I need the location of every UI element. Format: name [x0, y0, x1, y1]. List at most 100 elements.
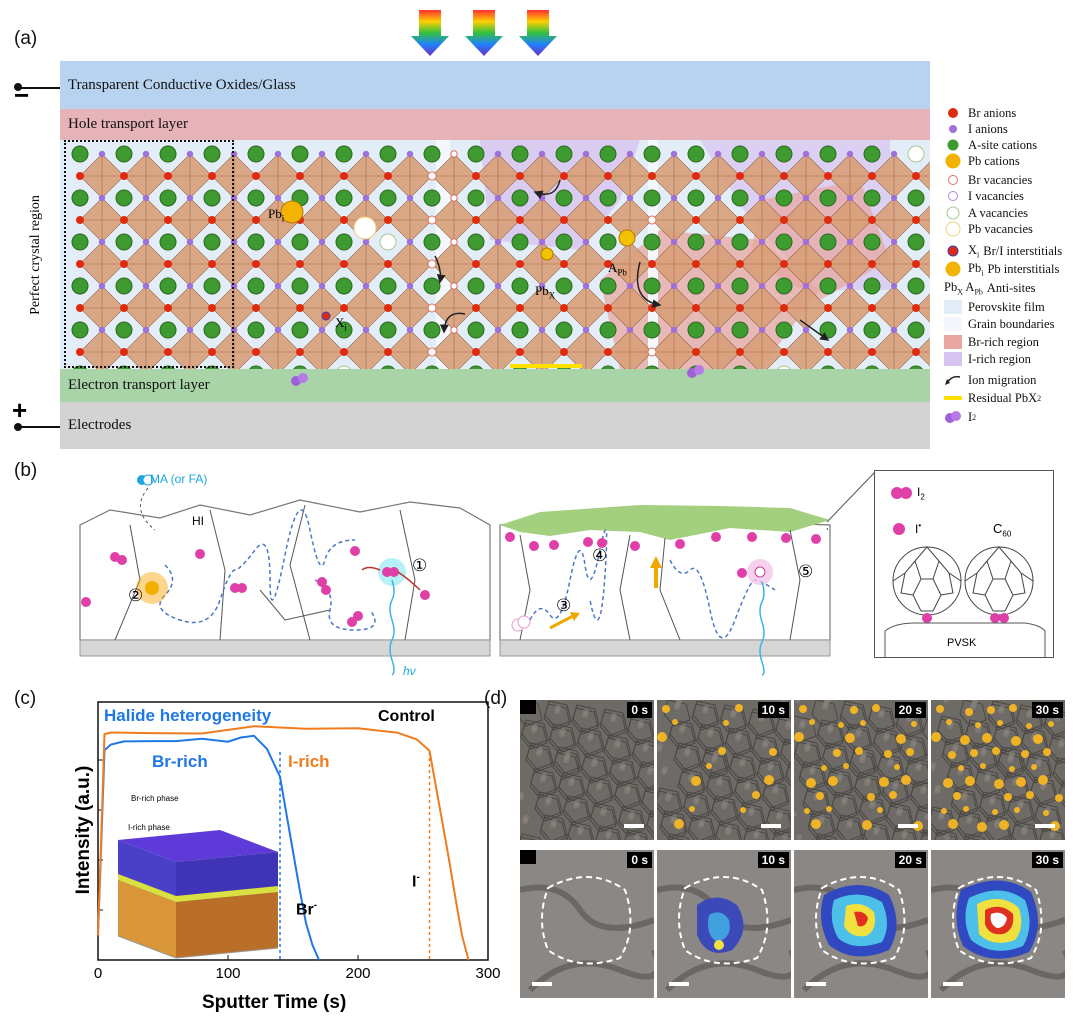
- purple-dot-icon: [944, 122, 962, 136]
- i-anion: [494, 282, 502, 290]
- br-anion: [604, 172, 612, 180]
- i-anion: [274, 194, 282, 202]
- gold-ring-icon: [944, 221, 962, 237]
- br-anion: [780, 172, 788, 180]
- a-site-cation: [555, 233, 573, 251]
- apb-label: APb: [608, 260, 627, 278]
- br-anion: [120, 172, 128, 180]
- br-anion: [340, 304, 348, 312]
- time-label: 10 s: [757, 702, 789, 718]
- anion-vacancy: [450, 282, 458, 290]
- i-anion: [186, 326, 194, 334]
- i-anion: [626, 194, 634, 202]
- a-site-cation: [379, 277, 397, 295]
- i-minus-label: I-: [412, 872, 420, 891]
- i-radical-dots: [81, 546, 430, 627]
- legend-item: I-rich region: [944, 351, 1031, 367]
- i-anion: [582, 150, 590, 158]
- time-label: 0 s: [627, 852, 652, 868]
- br-anion: [648, 172, 656, 180]
- green-ring-icon: [944, 206, 962, 220]
- legend-item: Xi Br/I interstitials: [944, 243, 1062, 259]
- legend-item: I vacancies: [944, 188, 1024, 204]
- time-label: 30 s: [1031, 852, 1063, 868]
- a-site-cation: [687, 277, 705, 295]
- x-tick-label: 300: [475, 965, 500, 982]
- br-anion: [252, 260, 260, 268]
- i-anion: [494, 194, 502, 202]
- br-anion: [560, 260, 568, 268]
- a-vacancy: [337, 365, 351, 369]
- i-anion: [846, 150, 854, 158]
- a-site-cation: [467, 189, 485, 207]
- a-site-cation: [511, 277, 529, 295]
- pb-interstitial: [280, 200, 304, 224]
- br-anion: [120, 348, 128, 356]
- i-anion: [406, 326, 414, 334]
- microscopy-tile: 20 s: [794, 700, 928, 840]
- a-site-cation: [423, 321, 441, 339]
- br-anion: [560, 172, 568, 180]
- br-anion: [208, 172, 216, 180]
- tco-label: Transparent Conductive Oxides/Glass: [68, 76, 296, 93]
- a-site-cation: [731, 321, 749, 339]
- br-anion: [120, 304, 128, 312]
- a-site-cation: [775, 321, 793, 339]
- a-site-cation: [381, 365, 395, 369]
- a-site-cation: [115, 277, 133, 295]
- br-anion: [472, 348, 480, 356]
- a-vacancy: [379, 233, 397, 251]
- i-anion: [626, 282, 634, 290]
- i-anion: [318, 282, 326, 290]
- panel-a-label: (a): [14, 28, 38, 49]
- br-anion: [824, 348, 832, 356]
- red-ring-icon: [944, 173, 962, 187]
- htl-label: Hole transport layer: [68, 116, 188, 132]
- electrodes-layer: Electrodes: [60, 402, 930, 449]
- a-site-cation: [643, 277, 661, 295]
- br-anion: [516, 260, 524, 268]
- c60-inset-drawing: [884, 487, 1046, 657]
- br-anion: [736, 172, 744, 180]
- c60-molecule-icon: [892, 546, 962, 616]
- a-site-cation: [643, 321, 661, 339]
- a-site-cation: [819, 277, 837, 295]
- panel-b-label: (b): [14, 460, 38, 481]
- br-anion: [252, 216, 260, 224]
- a-site-cation: [379, 189, 397, 207]
- legend-label: Perovskite film: [968, 299, 1045, 314]
- br-anion: [560, 304, 568, 312]
- pb-interstitial-label: Pbi: [268, 206, 285, 224]
- inset-bottom-label: I-rich phase: [128, 823, 170, 832]
- anion-vacancy: [427, 171, 437, 181]
- inset-top-label: Br-rich phase: [131, 794, 179, 803]
- i-anion: [802, 150, 810, 158]
- br-anion: [472, 304, 480, 312]
- a-site-cation: [423, 189, 441, 207]
- a-site-cation: [511, 189, 529, 207]
- a-site-cation: [863, 189, 881, 207]
- br-anion: [912, 260, 920, 268]
- a-vacancy: [777, 365, 791, 369]
- a-site-cation: [511, 233, 529, 251]
- pb-vacancy: [353, 216, 377, 240]
- legend-item: Residual PbX 2: [944, 390, 1041, 406]
- a-site-cation: [819, 189, 837, 207]
- i-anion: [890, 194, 898, 202]
- i-anion: [142, 238, 150, 246]
- i-anion: [538, 238, 546, 246]
- br-anion: [692, 172, 700, 180]
- i-anion: [670, 150, 678, 158]
- br-anion: [296, 304, 304, 312]
- br-anion: [516, 304, 524, 312]
- a-site-cation: [555, 321, 573, 339]
- legend-label: Br-rich region: [968, 334, 1039, 349]
- br-anion: [384, 260, 392, 268]
- i-anion: [98, 194, 106, 202]
- a-site-cation: [159, 277, 177, 295]
- a-site-cation: [423, 145, 441, 163]
- light-arrow-icon: [411, 10, 449, 56]
- i-radical-label: I•: [915, 521, 922, 536]
- br-anion: [648, 304, 656, 312]
- i-anion: [582, 238, 590, 246]
